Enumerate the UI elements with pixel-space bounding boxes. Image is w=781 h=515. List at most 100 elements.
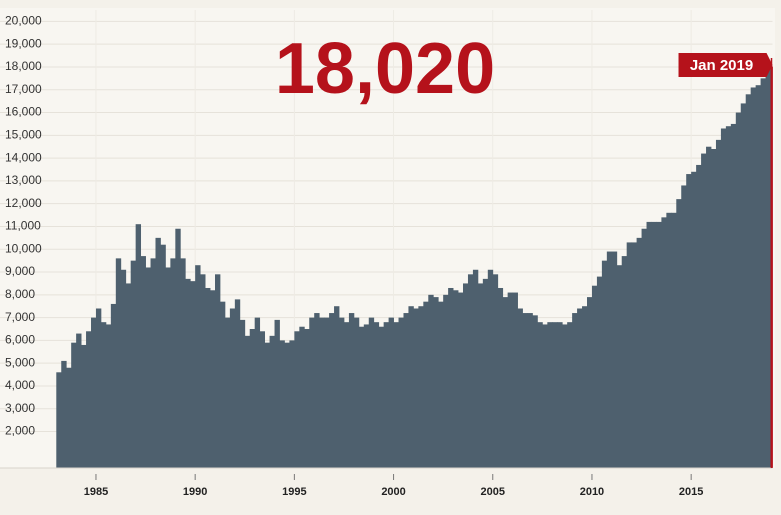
bar — [567, 322, 573, 468]
bar — [601, 260, 608, 468]
bar — [572, 313, 578, 468]
bar — [715, 139, 722, 468]
y-tick-label: 18,000 — [5, 59, 42, 73]
bar — [190, 281, 196, 468]
bar — [229, 308, 236, 468]
bar — [606, 251, 613, 468]
bar — [596, 276, 603, 468]
bars — [56, 66, 773, 469]
bar — [671, 212, 677, 468]
bar — [170, 258, 176, 468]
y-tick-label: 7,000 — [5, 310, 35, 324]
bar — [334, 306, 340, 468]
bar — [492, 274, 499, 468]
y-tick-label: 2,000 — [5, 424, 35, 438]
bar — [636, 237, 642, 468]
bar — [681, 185, 687, 468]
bar — [329, 313, 335, 468]
bar — [363, 324, 370, 468]
y-tick-label: 10,000 — [5, 241, 42, 255]
bar — [701, 153, 707, 468]
y-tick-label: 6,000 — [5, 333, 35, 347]
bar — [383, 322, 390, 468]
bar — [646, 221, 652, 468]
bar — [348, 313, 355, 468]
bar — [587, 297, 593, 468]
bar — [666, 212, 672, 468]
bar — [676, 199, 682, 468]
bar — [502, 297, 509, 468]
bar — [710, 148, 717, 468]
bar — [81, 344, 87, 468]
bar — [433, 297, 439, 468]
bar — [140, 256, 146, 468]
bar — [110, 303, 117, 468]
bar — [95, 308, 102, 468]
bar — [76, 333, 82, 468]
bar — [309, 317, 315, 468]
bar — [259, 331, 266, 468]
bar — [353, 317, 360, 468]
bar — [398, 317, 404, 468]
bar — [408, 306, 414, 468]
bar — [66, 367, 72, 468]
bar — [135, 224, 142, 468]
bar — [324, 317, 330, 468]
bar — [115, 258, 122, 468]
bar — [304, 329, 310, 468]
bar — [319, 317, 325, 468]
bar — [611, 251, 618, 468]
bar — [542, 324, 548, 468]
bar — [696, 164, 702, 469]
annotation-box — [678, 53, 773, 77]
bar — [264, 342, 270, 468]
bar — [130, 260, 137, 468]
bar — [86, 331, 92, 468]
y-tick-label: 3,000 — [5, 401, 35, 415]
bar — [284, 342, 290, 468]
x-tick-label: 1995 — [282, 486, 306, 498]
bar — [368, 317, 375, 468]
bar — [155, 237, 161, 468]
bar — [740, 103, 747, 468]
bar — [547, 322, 553, 468]
bar — [577, 308, 583, 468]
bar — [562, 324, 568, 468]
bar — [453, 290, 459, 468]
bar — [185, 278, 191, 468]
y-tick-label: 15,000 — [5, 127, 42, 141]
bar — [418, 306, 424, 468]
bar — [725, 126, 732, 468]
bar — [269, 335, 275, 468]
bar — [582, 306, 588, 468]
bar — [760, 78, 766, 468]
bar — [249, 329, 256, 468]
bar — [279, 340, 285, 468]
bar — [482, 278, 489, 468]
y-tick-label: 12,000 — [5, 196, 42, 210]
bar — [234, 299, 241, 468]
bar — [205, 287, 211, 468]
bar — [413, 308, 419, 468]
bar — [314, 313, 320, 468]
bar — [105, 324, 112, 468]
bar — [706, 146, 712, 468]
bar — [294, 331, 300, 468]
bar — [735, 112, 742, 468]
bar — [145, 267, 151, 468]
bar — [691, 171, 697, 468]
bar — [299, 326, 305, 468]
y-tick-label: 19,000 — [5, 36, 42, 50]
bar — [180, 258, 186, 468]
y-tick-label: 5,000 — [5, 355, 35, 369]
bar — [631, 242, 637, 468]
annotation-label: Jan 2019 — [690, 57, 753, 74]
bar — [755, 85, 761, 468]
x-tick-label: 2015 — [679, 486, 703, 498]
bar — [443, 294, 449, 468]
x-tick-label: 2000 — [381, 486, 405, 498]
bar — [224, 317, 231, 468]
x-tick-label: 2010 — [580, 486, 604, 498]
bar — [393, 322, 399, 468]
